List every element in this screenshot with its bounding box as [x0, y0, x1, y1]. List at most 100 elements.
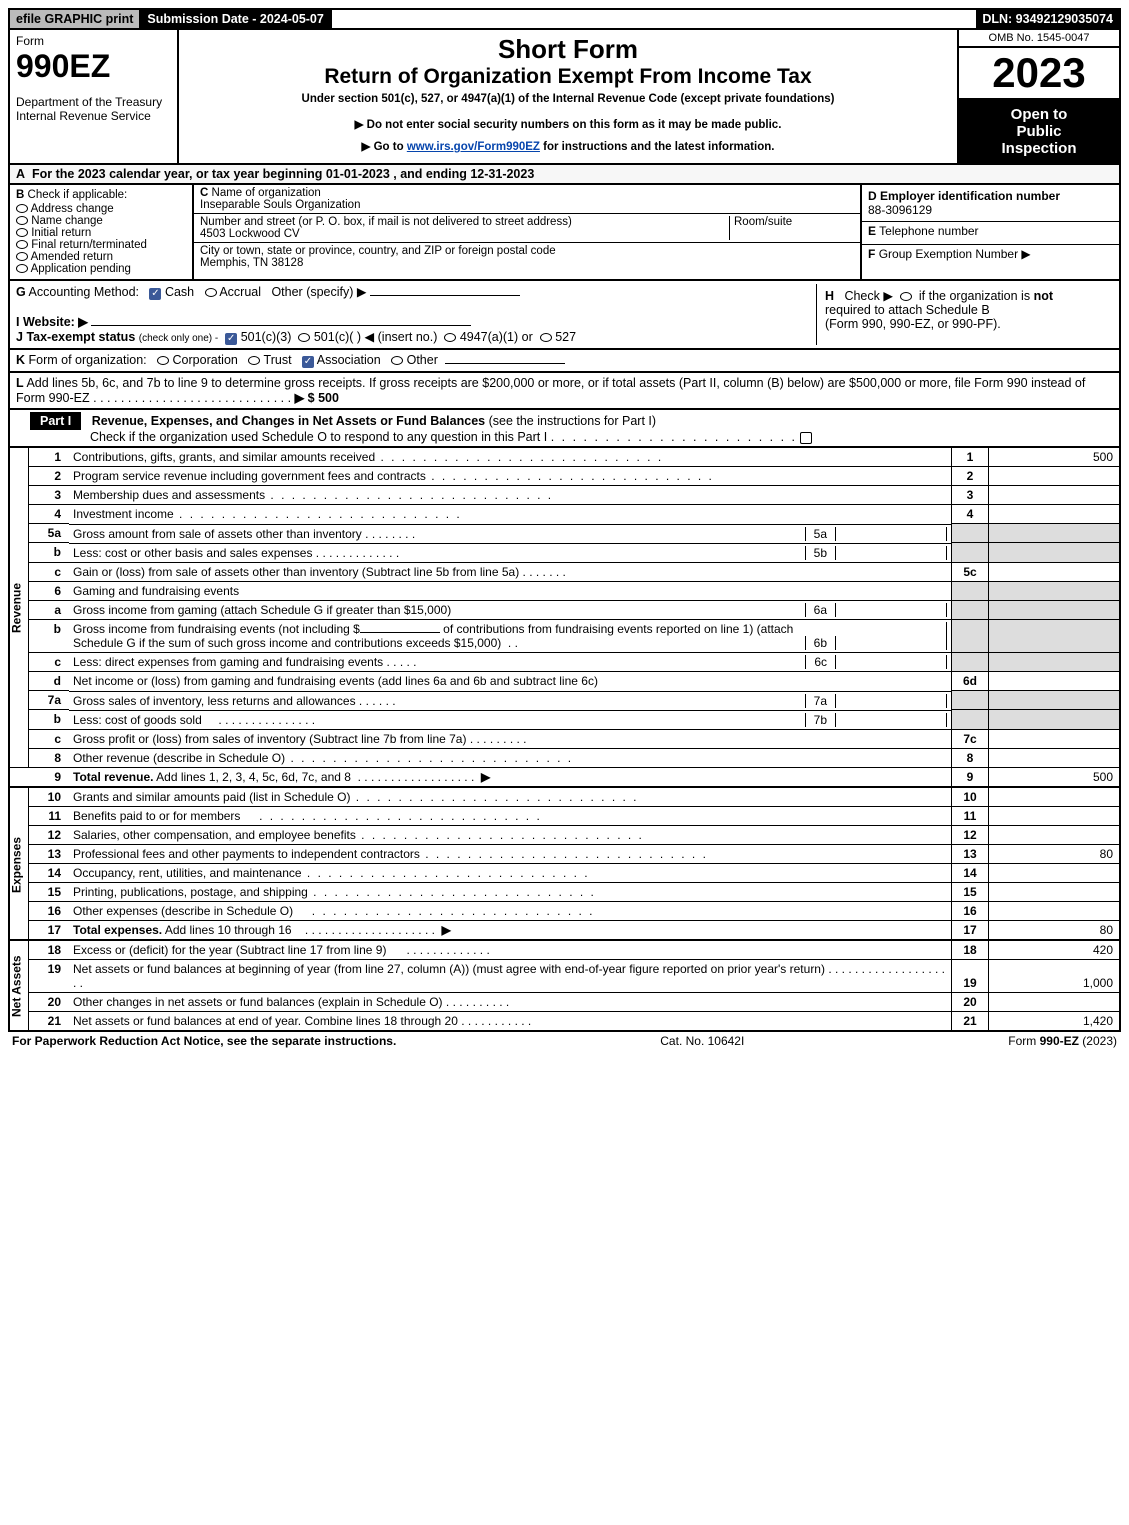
ln: 12 — [29, 825, 70, 844]
ln: 4 — [29, 505, 70, 524]
box: 14 — [952, 863, 989, 882]
box: 1 — [952, 448, 989, 467]
g-cash: Cash — [165, 285, 194, 299]
column-d: D Employer identification number 88-3096… — [862, 185, 1119, 279]
shaded-box — [952, 652, 989, 672]
shaded-box — [952, 710, 989, 730]
irs-link[interactable]: www.irs.gov/Form990EZ — [407, 141, 540, 153]
checkbox-corporation[interactable] — [157, 356, 169, 365]
amount: 500 — [989, 448, 1121, 467]
goto-pre: ▶ Go to — [362, 141, 407, 153]
checkbox-name-change[interactable] — [16, 216, 28, 225]
l-label: L — [16, 376, 24, 390]
c-label: C — [200, 187, 208, 199]
inbox: 5b — [805, 546, 836, 560]
checkbox-amended-return[interactable] — [16, 252, 28, 261]
amount — [989, 825, 1121, 844]
line-text: Professional fees and other payments to … — [73, 847, 420, 861]
checkbox-trust[interactable] — [248, 356, 260, 365]
shaded-box — [952, 691, 989, 710]
ln: 19 — [29, 959, 70, 992]
ln: c — [29, 729, 70, 748]
form-header: Form 990EZ Department of the Treasury In… — [8, 30, 1121, 165]
form-number: 990EZ — [16, 48, 171, 85]
ln: c — [29, 562, 70, 581]
h-text: Check ▶ — [844, 289, 893, 303]
g-other: Other (specify) ▶ — [271, 285, 366, 299]
checkbox-accrual[interactable] — [205, 288, 217, 297]
expenses-label: Expenses — [9, 788, 29, 940]
shaded-amount — [989, 524, 1121, 543]
box: 17 — [952, 920, 989, 940]
g-label: G — [16, 285, 26, 299]
amount — [989, 882, 1121, 901]
amount: 80 — [989, 844, 1121, 863]
arrow-icon: ▶ — [442, 923, 451, 937]
checkbox-4947[interactable] — [444, 333, 456, 342]
k-row: K Form of organization: Corporation Trus… — [8, 350, 1121, 373]
city-value: Memphis, TN 38128 — [200, 257, 303, 269]
i-text: Website: ▶ — [23, 315, 88, 329]
ssn-warning: ▶ Do not enter social security numbers o… — [187, 117, 949, 131]
box: 10 — [952, 788, 989, 807]
checkbox-initial-return[interactable] — [16, 228, 28, 237]
amount: 80 — [989, 920, 1121, 940]
j-a: 501(c)(3) — [241, 330, 292, 344]
b-opt-2: Initial return — [31, 227, 91, 239]
amount: 500 — [989, 767, 1121, 787]
line-text: Gain or (loss) from sale of assets other… — [73, 565, 519, 579]
checkbox-501c[interactable] — [298, 333, 310, 342]
goto-line: ▶ Go to www.irs.gov/Form990EZ for instru… — [187, 139, 949, 153]
badge-line3: Inspection — [963, 140, 1115, 157]
check-cash-icon: ✓ — [149, 288, 161, 300]
checkbox-application-pending[interactable] — [16, 264, 28, 273]
ln: 15 — [29, 882, 70, 901]
badge-line2: Public — [963, 123, 1115, 140]
g-text: Accounting Method: — [29, 285, 140, 299]
line-text: Gross sales of inventory, less returns a… — [73, 694, 356, 708]
ln: a — [29, 600, 70, 619]
h-label: H — [825, 289, 834, 303]
ln: b — [29, 619, 70, 652]
checkbox-527[interactable] — [540, 333, 552, 342]
omb-number: OMB No. 1545-0047 — [959, 30, 1119, 48]
org-name: Inseparable Souls Organization — [200, 199, 360, 211]
j-c: 4947(a)(1) or — [460, 330, 533, 344]
name-label: Name of organization — [212, 187, 321, 199]
box: 11 — [952, 806, 989, 825]
dln-label: DLN: 93492129035074 — [976, 10, 1119, 28]
inbox: 6a — [805, 603, 836, 617]
b-opt-0: Address change — [31, 203, 114, 215]
arrow-icon: ▶ — [481, 770, 490, 784]
line-text: Investment income — [73, 507, 174, 521]
b-opt-4: Amended return — [31, 251, 113, 263]
b-opt-5: Application pending — [31, 263, 131, 275]
efile-print-button[interactable]: efile GRAPHIC print — [10, 10, 141, 28]
city-label: City or town, state or province, country… — [200, 245, 556, 257]
top-bar: efile GRAPHIC print Submission Date - 20… — [8, 8, 1121, 30]
expenses-table: Expenses 10Grants and similar amounts pa… — [8, 788, 1121, 941]
ln: b — [29, 543, 70, 563]
checkbox-final-return[interactable] — [16, 240, 28, 249]
shaded-amount — [989, 543, 1121, 563]
inbox: 6b — [805, 636, 836, 650]
line-text: Net income or (loss) from gaming and fun… — [69, 672, 952, 691]
box: 16 — [952, 901, 989, 920]
line-text-2: Add lines 10 through 16 — [162, 923, 291, 937]
line-text: Other changes in net assets or fund bala… — [73, 995, 443, 1009]
checkbox-schedule-b[interactable] — [900, 292, 912, 301]
checkbox-schedule-o[interactable] — [800, 432, 812, 444]
k-label: K — [16, 353, 25, 367]
shaded-amount — [989, 691, 1121, 710]
checkbox-other-org[interactable] — [391, 356, 403, 365]
return-title: Return of Organization Exempt From Incom… — [187, 65, 949, 89]
box: 19 — [952, 959, 989, 992]
part1-title: Revenue, Expenses, and Changes in Net As… — [92, 414, 485, 428]
e-letter: E — [868, 224, 876, 238]
box: 21 — [952, 1011, 989, 1031]
group-exemption-label: Group Exemption Number ▶ — [879, 247, 1031, 261]
part1-check-line: Check if the organization used Schedule … — [90, 430, 547, 444]
amount — [989, 486, 1121, 505]
checkbox-address-change[interactable] — [16, 204, 28, 213]
l-row: L Add lines 5b, 6c, and 7b to line 9 to … — [8, 373, 1121, 410]
